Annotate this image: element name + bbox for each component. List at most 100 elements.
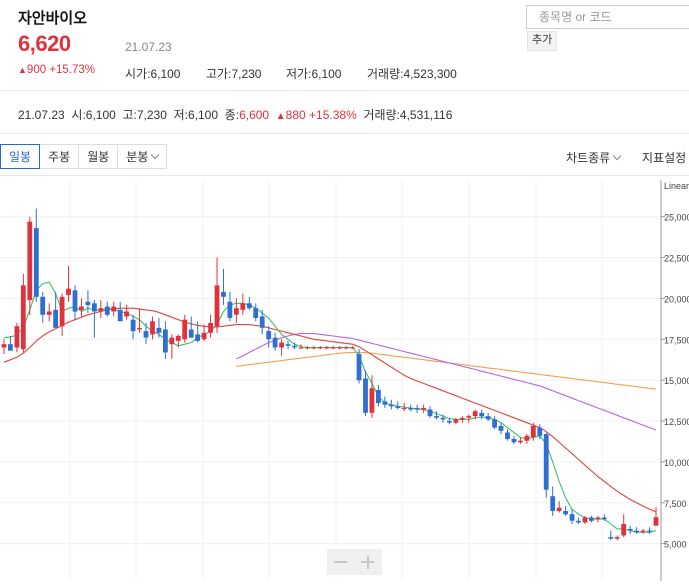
tab-weekly[interactable]: 주봉 <box>40 144 80 169</box>
candle-body <box>376 390 381 404</box>
candle-body <box>543 434 549 490</box>
candle-body <box>414 408 420 410</box>
change-percent: +15.73% <box>49 64 96 76</box>
candle-body <box>111 306 117 312</box>
price-change: ▲900 +15.73% <box>18 64 95 76</box>
change-value: 900 <box>26 64 47 76</box>
summary-close: 6,600 <box>239 108 270 122</box>
summary-change-percent: +15.38% <box>309 108 357 122</box>
candle-body <box>20 285 26 350</box>
candle-body <box>46 311 52 315</box>
stat-high-label: 고가 <box>206 67 229 81</box>
y-tick-label: 10,000 <box>664 458 689 468</box>
candle-body <box>234 308 239 315</box>
candle-body <box>272 337 278 348</box>
summary-date: 21.07.23 <box>18 108 65 122</box>
candle-body <box>627 528 633 531</box>
candle-body <box>27 221 33 301</box>
candle-body <box>298 347 304 349</box>
indicator-settings-button[interactable]: 지표설정 <box>642 151 687 165</box>
ma5-line <box>3 281 657 533</box>
candle-body <box>614 537 620 539</box>
stat-low-value: 6,100 <box>311 67 342 81</box>
candle-body <box>343 347 349 349</box>
stock-name: 자안바이오 <box>18 10 88 27</box>
candle-body <box>330 347 336 349</box>
candle-body <box>311 347 317 349</box>
summary-close-label: 종 <box>224 108 236 122</box>
candle-body <box>240 303 246 310</box>
candle-body <box>79 306 84 310</box>
candle-body <box>150 321 155 335</box>
stat-open: 시가:6,100 <box>125 67 181 81</box>
candle-body <box>472 411 478 417</box>
zoom-controls <box>327 549 382 575</box>
y-tick-label: 20,000 <box>664 294 689 304</box>
tab-daily[interactable]: 일봉 <box>0 144 41 169</box>
candle-body <box>279 342 284 348</box>
ma120-line <box>236 351 657 390</box>
candle-body <box>401 408 407 409</box>
candle-body <box>305 347 310 349</box>
chevron-down-icon <box>151 150 160 160</box>
search-input[interactable] <box>537 9 689 25</box>
stat-open-label: 시가 <box>125 67 148 81</box>
chevron-down-icon <box>612 151 622 161</box>
candle-body <box>201 332 207 340</box>
chart-type-dropdown[interactable]: 차트종류 <box>566 149 622 166</box>
candle-body <box>640 530 646 533</box>
y-tick-label: 7,500 <box>664 499 687 509</box>
candle-body <box>40 296 46 315</box>
stat-volume-value: 4,523,300 <box>403 67 457 81</box>
up-triangle-icon: ▲ <box>18 65 27 75</box>
candle-body <box>292 345 297 348</box>
candle-body <box>259 316 265 328</box>
add-button[interactable]: 추가 <box>527 31 558 51</box>
summary-open: 6,100 <box>85 108 116 122</box>
candle-body <box>8 344 13 351</box>
stat-low-label: 저가 <box>286 67 309 81</box>
price-chart[interactable]: 25,000 22,500 20,000 17,500 15,000 12,500 10,0… <box>0 180 689 581</box>
candle-body <box>608 537 614 539</box>
candle-body <box>221 291 226 297</box>
candle-body <box>324 347 330 349</box>
tab-monthly[interactable]: 월봉 <box>79 144 119 169</box>
candle-body <box>556 507 562 511</box>
scale-label: Linear <box>664 181 689 191</box>
candle-body <box>498 425 504 431</box>
price-date: 21.07.23 <box>125 40 172 54</box>
candle-body <box>466 416 472 418</box>
candle-body <box>434 416 439 418</box>
stat-open-value: 6,100 <box>150 67 181 81</box>
y-tick-label: 15,000 <box>664 376 689 386</box>
candle-body <box>634 530 639 533</box>
stat-high-value: 7,230 <box>231 67 262 81</box>
candle-body <box>124 311 129 317</box>
candle-body <box>253 308 259 318</box>
plus-icon[interactable] <box>354 549 381 575</box>
candle-body <box>143 331 149 338</box>
summary-low-label: 저 <box>173 108 185 122</box>
candle-body <box>59 296 65 327</box>
stat-high: 고가:7,230 <box>206 67 262 81</box>
candle-body <box>524 435 530 441</box>
tab-minute-label: 분봉 <box>126 150 149 164</box>
candle-body <box>98 308 104 312</box>
ma20-line <box>3 307 657 513</box>
ma60-line <box>236 333 657 431</box>
stat-volume-label: 거래량 <box>367 67 401 81</box>
summary-volume: 4,531,116 <box>399 108 453 122</box>
candle-body <box>382 401 388 405</box>
candle-body <box>511 439 517 443</box>
candle-body <box>647 530 652 533</box>
candle-body <box>350 347 355 349</box>
chart-svg: 25,000 22,500 20,000 17,500 15,000 12,500 10,0… <box>0 180 689 581</box>
candle-body <box>337 347 343 349</box>
candle-body <box>408 408 414 410</box>
minus-icon[interactable] <box>327 549 354 575</box>
candle-body <box>388 404 394 407</box>
tab-minute[interactable]: 분봉 <box>118 144 168 169</box>
candle-body <box>621 524 627 536</box>
candle-body <box>317 347 323 349</box>
candle-body <box>175 336 181 341</box>
